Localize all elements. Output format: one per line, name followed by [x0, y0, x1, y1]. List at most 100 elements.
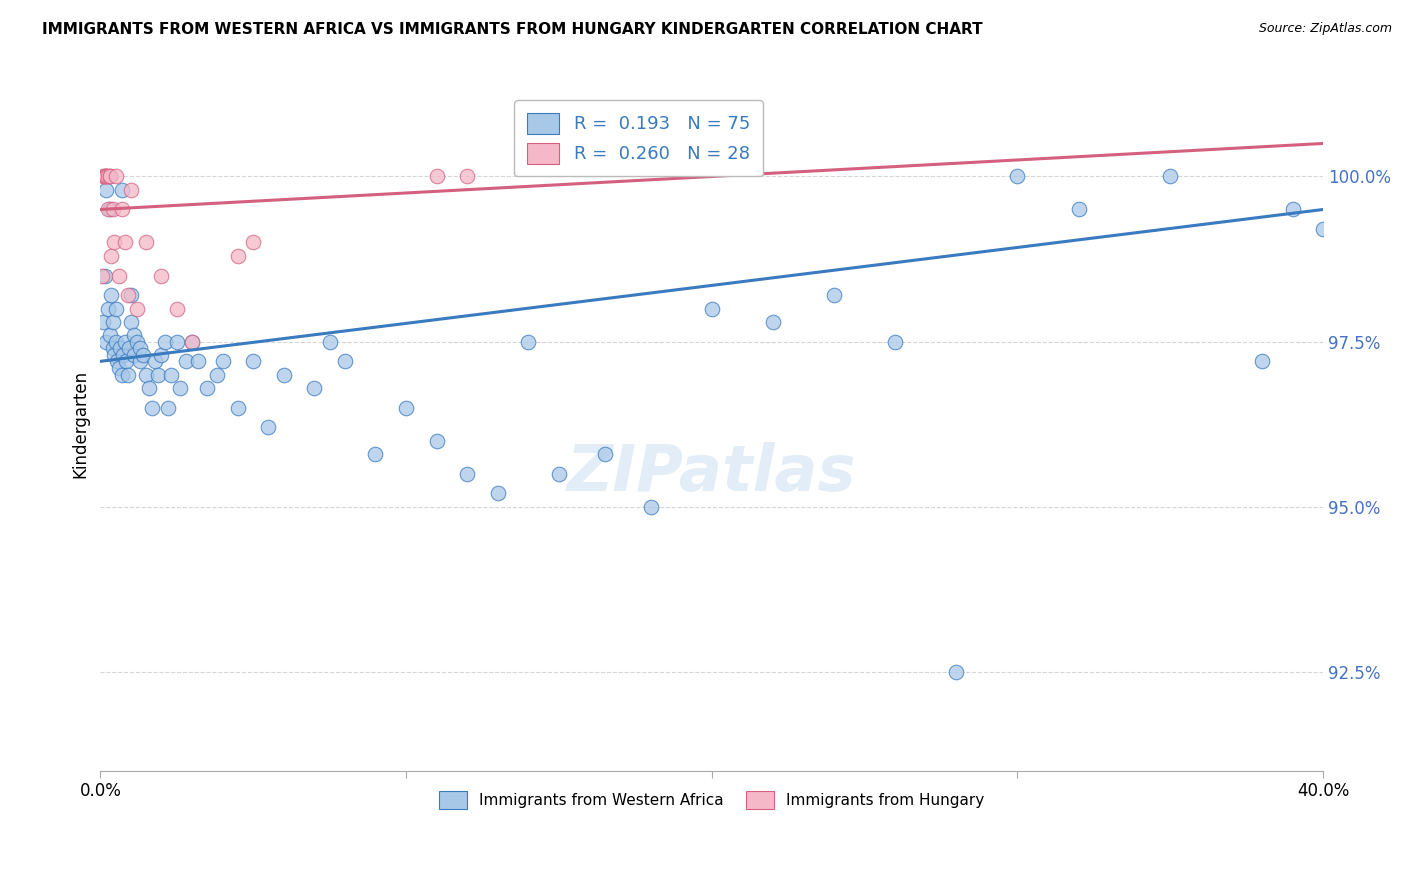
Point	[101, 315, 124, 329]
Point	[98, 327, 121, 342]
Point	[1067, 202, 1090, 217]
Point	[166, 334, 188, 349]
Point	[117, 288, 139, 302]
Point	[111, 202, 134, 217]
Point	[169, 381, 191, 395]
Point	[166, 301, 188, 316]
Point	[104, 334, 127, 349]
Point	[120, 183, 142, 197]
Point	[762, 315, 785, 329]
Point	[145, 354, 167, 368]
Point	[100, 288, 122, 302]
Point	[273, 368, 295, 382]
Point	[107, 360, 129, 375]
Point	[304, 381, 326, 395]
Point	[101, 202, 124, 217]
Point	[195, 381, 218, 395]
Point	[226, 401, 249, 415]
Point	[125, 301, 148, 316]
Text: IMMIGRANTS FROM WESTERN AFRICA VS IMMIGRANTS FROM HUNGARY KINDERGARTEN CORRELATI: IMMIGRANTS FROM WESTERN AFRICA VS IMMIGR…	[42, 22, 983, 37]
Point	[98, 202, 121, 217]
Point	[114, 235, 136, 250]
Point	[1159, 169, 1181, 184]
Point	[150, 348, 173, 362]
Point	[105, 354, 128, 368]
Point	[110, 341, 132, 355]
Point	[111, 183, 134, 197]
Point	[517, 334, 540, 349]
Point	[132, 348, 155, 362]
Point	[486, 486, 509, 500]
Point	[135, 368, 157, 382]
Point	[93, 315, 115, 329]
Point	[122, 348, 145, 362]
Point	[700, 301, 723, 316]
Point	[242, 354, 264, 368]
Point	[115, 354, 138, 368]
Legend: Immigrants from Western Africa, Immigrants from Hungary: Immigrants from Western Africa, Immigran…	[433, 785, 990, 815]
Point	[395, 401, 418, 415]
Point	[122, 327, 145, 342]
Point	[97, 301, 120, 316]
Point	[159, 368, 181, 382]
Point	[103, 348, 125, 362]
Point	[181, 334, 204, 349]
Point	[884, 334, 907, 349]
Point	[364, 447, 387, 461]
Point	[153, 334, 176, 349]
Point	[112, 348, 135, 362]
Point	[96, 334, 118, 349]
Point	[945, 665, 967, 679]
Point	[150, 268, 173, 283]
Point	[1251, 354, 1274, 368]
Point	[181, 334, 204, 349]
Point	[148, 368, 170, 382]
Point	[98, 169, 121, 184]
Text: ZIPatlas: ZIPatlas	[567, 442, 856, 504]
Point	[187, 354, 209, 368]
Point	[823, 288, 845, 302]
Point	[1312, 222, 1334, 236]
Point	[593, 447, 616, 461]
Point	[129, 341, 152, 355]
Point	[333, 354, 356, 368]
Point	[96, 183, 118, 197]
Point	[107, 268, 129, 283]
Point	[135, 235, 157, 250]
Point	[141, 401, 163, 415]
Point	[117, 368, 139, 382]
Point	[129, 354, 152, 368]
Point	[548, 467, 571, 481]
Point	[118, 341, 141, 355]
Y-axis label: Kindergarten: Kindergarten	[72, 370, 89, 478]
Point	[120, 288, 142, 302]
Point	[93, 169, 115, 184]
Point	[156, 401, 179, 415]
Point	[104, 301, 127, 316]
Point	[103, 235, 125, 250]
Point	[640, 500, 662, 514]
Point	[426, 169, 449, 184]
Point	[257, 420, 280, 434]
Point	[94, 268, 117, 283]
Point	[97, 202, 120, 217]
Point	[96, 169, 118, 184]
Point	[318, 334, 340, 349]
Point	[98, 169, 121, 184]
Point	[211, 354, 233, 368]
Point	[96, 169, 118, 184]
Point	[120, 315, 142, 329]
Point	[101, 341, 124, 355]
Point	[138, 381, 160, 395]
Point	[90, 268, 112, 283]
Point	[242, 235, 264, 250]
Point	[94, 169, 117, 184]
Point	[104, 169, 127, 184]
Point	[111, 368, 134, 382]
Point	[426, 434, 449, 448]
Point	[205, 368, 228, 382]
Point	[226, 249, 249, 263]
Point	[456, 467, 478, 481]
Point	[114, 334, 136, 349]
Point	[1007, 169, 1029, 184]
